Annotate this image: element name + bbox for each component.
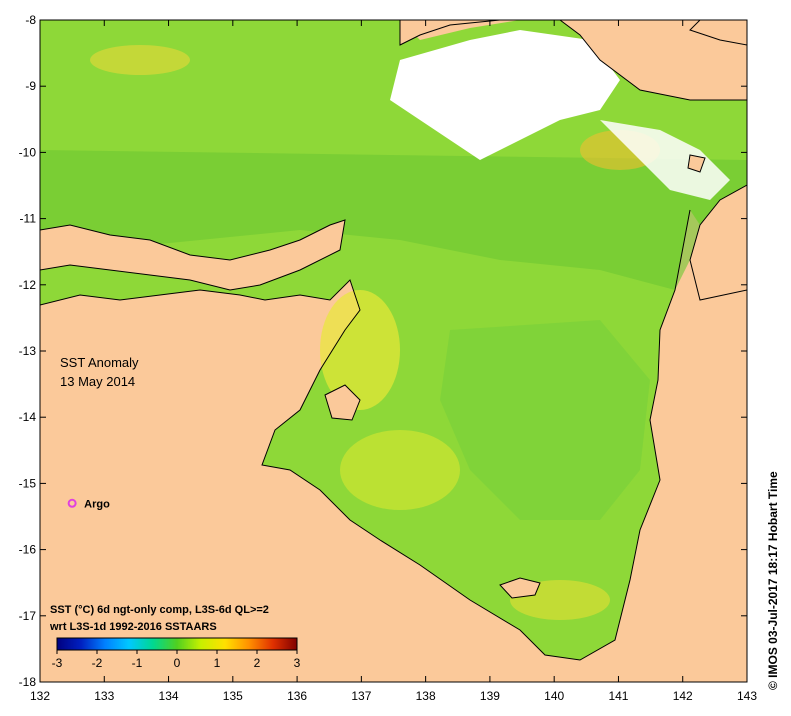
y-tick-label: -16 bbox=[19, 543, 37, 557]
colorbar-tick-label: -2 bbox=[92, 656, 103, 670]
warm-patch bbox=[340, 430, 460, 510]
y-tick-label: -13 bbox=[19, 344, 37, 358]
x-tick-label: 138 bbox=[416, 689, 436, 703]
x-tick-label: 142 bbox=[673, 689, 693, 703]
x-axis: 132 133 134 135 136 137 138 139 140 141 142 143 bbox=[30, 20, 757, 703]
x-tick-label: 143 bbox=[737, 689, 757, 703]
no-data-region bbox=[600, 120, 730, 200]
colorbar bbox=[56, 637, 298, 651]
x-tick-label: 132 bbox=[30, 689, 50, 703]
x-tick-label: 134 bbox=[159, 689, 179, 703]
colorbar-ticks: -3 -2 -1 0 1 2 3 bbox=[52, 650, 301, 670]
argo-label: Argo bbox=[84, 498, 110, 510]
y-tick-label: -8 bbox=[25, 13, 36, 27]
y-tick-label: -12 bbox=[19, 278, 37, 292]
x-tick-label: 136 bbox=[287, 689, 307, 703]
x-tick-label: 133 bbox=[94, 689, 114, 703]
colorbar-tick-label: 3 bbox=[294, 656, 301, 670]
land-small-island bbox=[687, 154, 706, 173]
coastline-top-end bbox=[40, 209, 691, 661]
y-axis: -8-9-10-11-12-13-14-15-16-17-18 bbox=[19, 13, 747, 689]
x-tick-label: 137 bbox=[351, 689, 371, 703]
x-tick-label: 140 bbox=[544, 689, 564, 703]
y-tick-label: -11 bbox=[20, 212, 37, 226]
y-tick-label: -9 bbox=[25, 79, 36, 93]
land-png bbox=[399, 20, 747, 101]
sea-shading-gulf bbox=[440, 320, 650, 520]
x-tick-label: 139 bbox=[480, 689, 500, 703]
caption-line-1: SST (°C) 6d ngt-only comp, L3S-6d QL>=2 bbox=[50, 604, 269, 616]
caption-line-2: wrt L3S-1d 1992-2016 SSTAARS bbox=[49, 621, 217, 633]
argo-float-marker bbox=[67, 498, 77, 508]
colorbar-tick-label: -3 bbox=[52, 656, 63, 670]
credit-text: © IMOS 03-Jul-2017 18:17 Hobart Time bbox=[766, 471, 780, 690]
land-cape-york bbox=[689, 184, 747, 301]
colorbar-tick-label: 2 bbox=[254, 656, 261, 670]
x-tick-label: 141 bbox=[608, 689, 628, 703]
colorbar-tick-label: 0 bbox=[174, 656, 181, 670]
x-tick-label: 135 bbox=[223, 689, 243, 703]
warm-patch bbox=[90, 45, 190, 75]
land-islands bbox=[40, 219, 346, 291]
y-tick-label: -18 bbox=[19, 675, 37, 689]
map-title: SST Anomaly bbox=[60, 355, 139, 370]
y-tick-label: -10 bbox=[19, 145, 37, 159]
y-tick-label: -17 bbox=[19, 609, 37, 623]
map-date: 13 May 2014 bbox=[60, 374, 135, 389]
warm-patch bbox=[320, 290, 400, 410]
land-mornington-island bbox=[499, 577, 541, 599]
colorbar-tick-label: -1 bbox=[132, 656, 143, 670]
land-png-east bbox=[689, 20, 747, 46]
y-tick-label: -15 bbox=[19, 476, 37, 490]
land-groote-eylandt bbox=[324, 384, 361, 421]
map-area bbox=[40, 20, 747, 682]
no-data-region bbox=[390, 30, 620, 160]
colorbar-tick-label: 1 bbox=[214, 656, 221, 670]
sea-shading-north bbox=[40, 150, 747, 300]
y-tick-label: -14 bbox=[19, 410, 37, 424]
